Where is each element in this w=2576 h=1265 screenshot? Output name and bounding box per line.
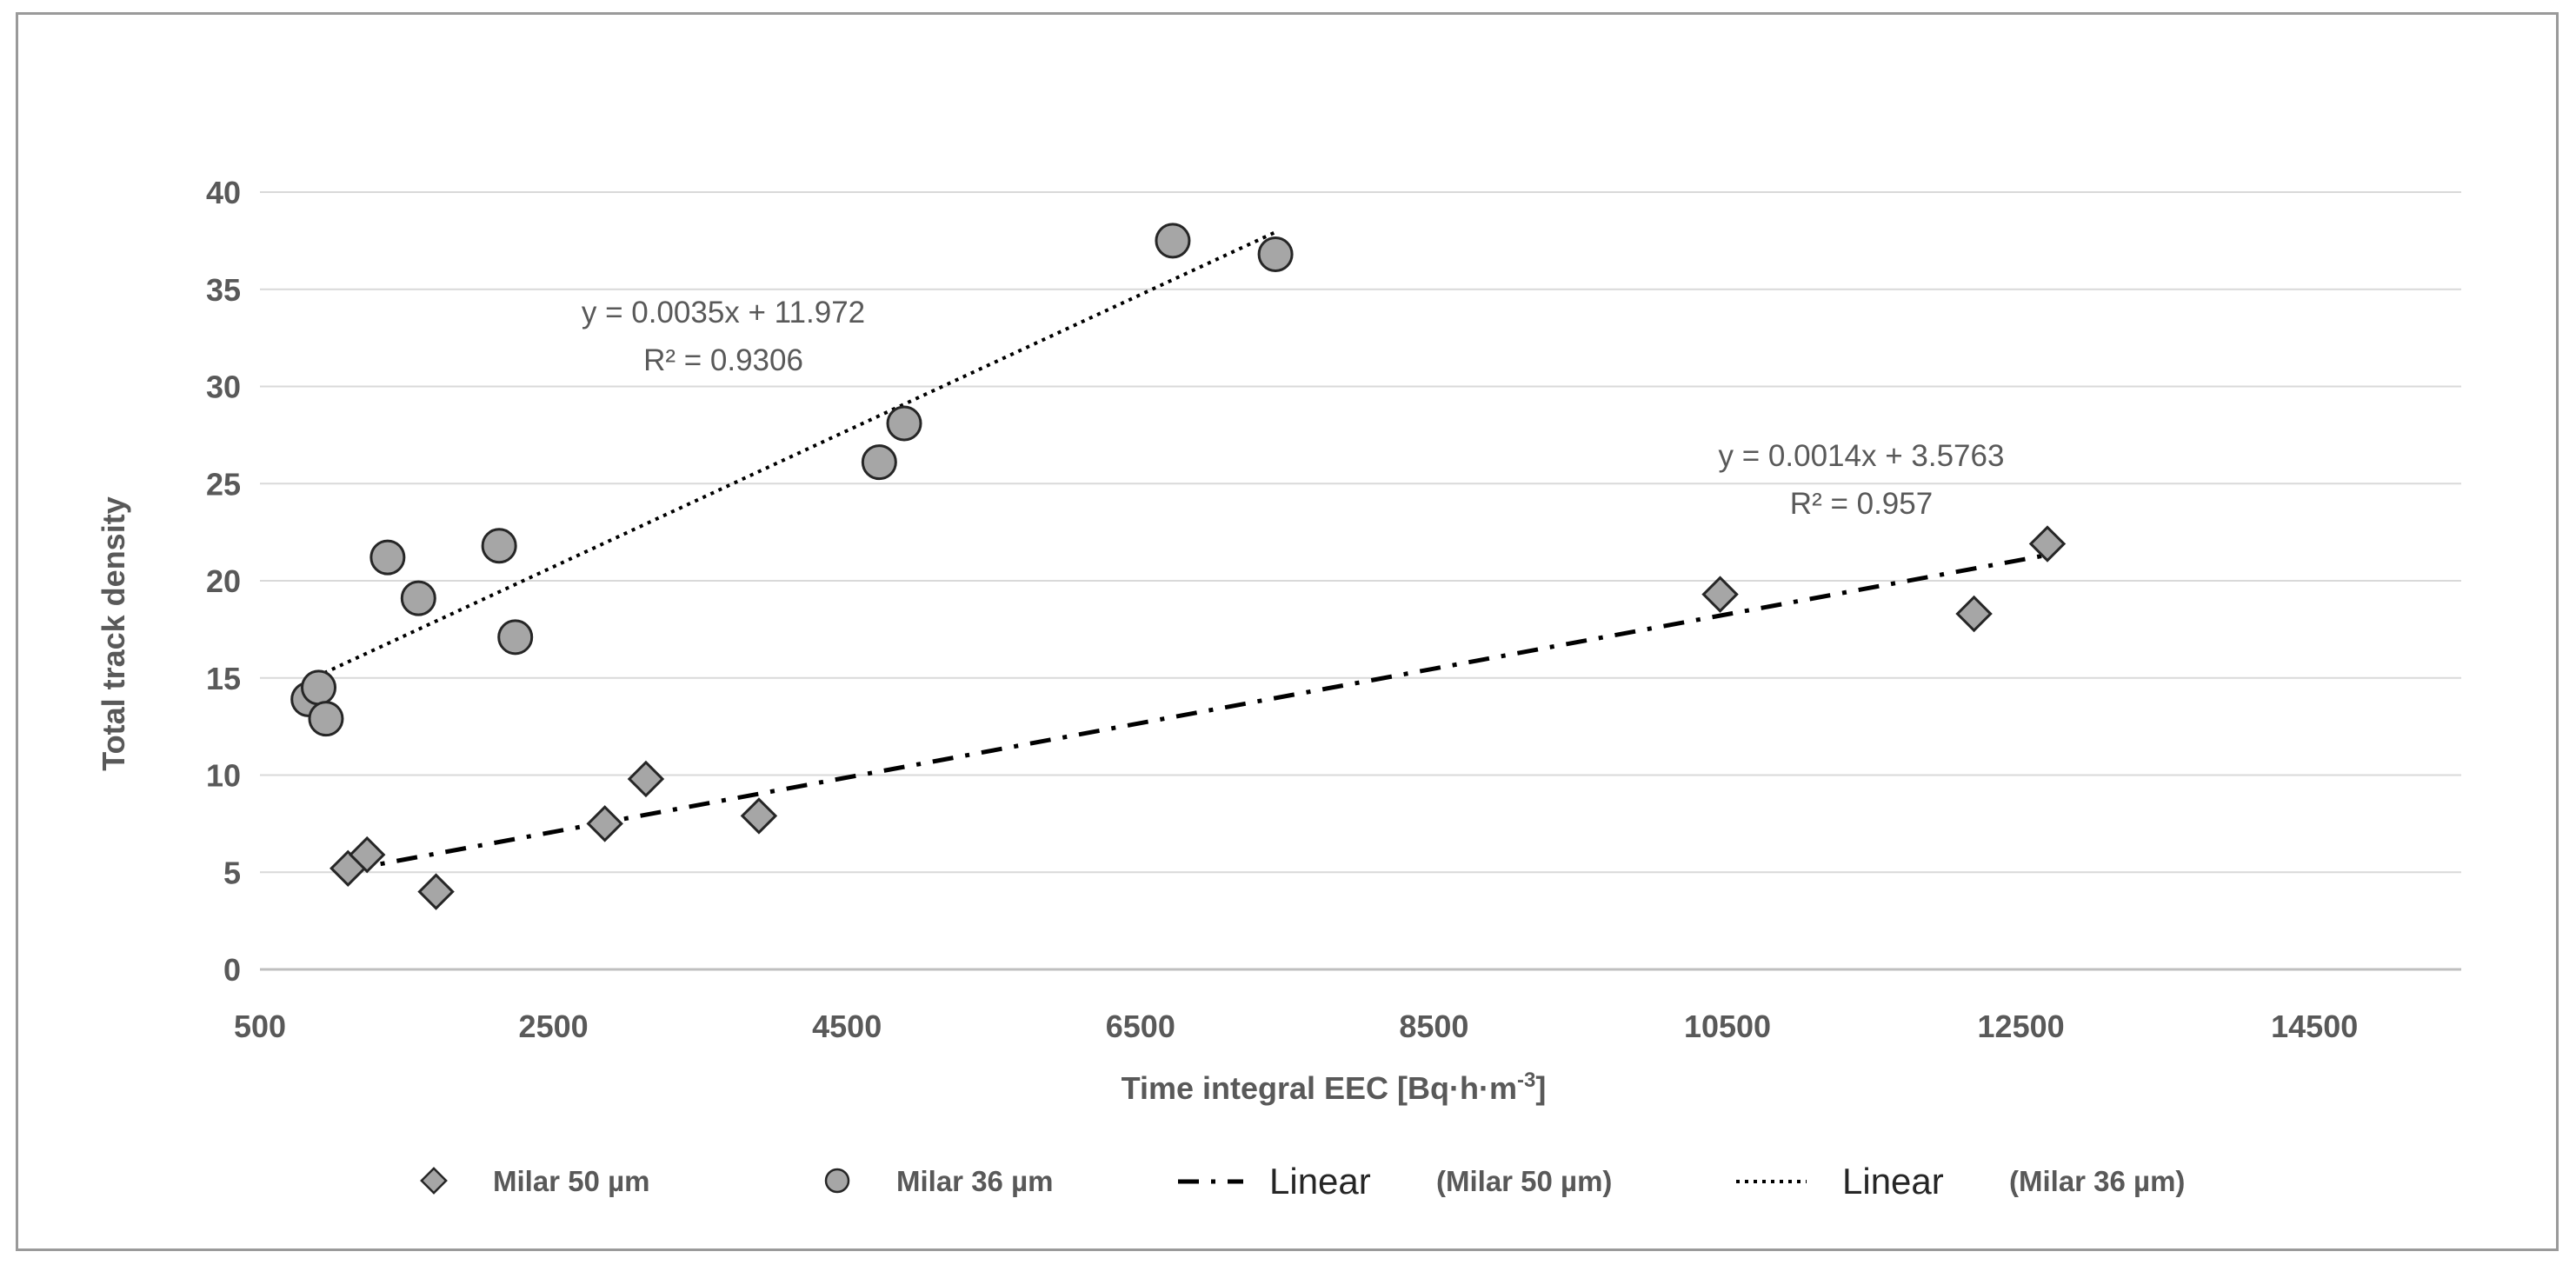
chart-frame: 0 5 10 15 20 25 30 35 40 500 2500 4500 6500 8500 10500… xyxy=(16,12,2559,1251)
trendline-50-r2: R² = 0.957 xyxy=(1790,487,1933,521)
point-milar36-8 xyxy=(886,405,922,442)
legend-circle-marker xyxy=(824,1168,850,1194)
legend-label-milar50: Milar 50 µm xyxy=(493,1165,649,1197)
y-tick-label-5: 5 xyxy=(223,855,241,890)
legend-label-linear36: (Milar 36 µm) xyxy=(2009,1165,2185,1197)
y-tick-label-30: 30 xyxy=(206,370,241,405)
point-milar36-4 xyxy=(400,580,436,616)
point-milar50-3 xyxy=(586,805,623,842)
trendlines xyxy=(307,230,2048,873)
point-milar50-4 xyxy=(627,760,665,798)
point-milar36-1 xyxy=(301,669,337,706)
trendline-50-equation: y = 0.0014x + 3.5763 xyxy=(1719,439,2005,473)
point-milar50-1 xyxy=(349,836,386,874)
point-milar36-3 xyxy=(369,539,406,576)
x-tick-label-6500: 6500 xyxy=(1106,1009,1175,1044)
legend-label-linear50: (Milar 50 µm) xyxy=(1436,1165,1612,1197)
y-tick-label-40: 40 xyxy=(206,175,241,210)
data-points xyxy=(290,223,2067,910)
point-milar50-7 xyxy=(1955,595,1993,633)
x-tick-label-12500: 12500 xyxy=(1978,1009,2065,1044)
trendline-milar50 xyxy=(347,552,2048,873)
y-tick-label-10: 10 xyxy=(206,758,241,794)
point-milar36-9 xyxy=(1155,223,1191,259)
point-milar36-6 xyxy=(497,619,534,656)
y-tick-label-25: 25 xyxy=(206,466,241,502)
chart-svg: 0 5 10 15 20 25 30 35 40 500 2500 4500 6500 8500 10500… xyxy=(96,175,2461,1202)
x-tick-label-2500: 2500 xyxy=(519,1009,589,1044)
legend-label-milar36: Milar 36 µm xyxy=(896,1165,1053,1197)
legend-linear-prefix-50: Linear xyxy=(1269,1161,1371,1202)
point-milar36-7 xyxy=(861,444,897,481)
point-milar50-2 xyxy=(417,873,455,910)
trendline-36-equation: y = 0.0035x + 11.972 xyxy=(582,296,865,330)
point-milar36-5 xyxy=(481,528,517,564)
legend-diamond-marker xyxy=(420,1167,448,1195)
tick-labels: 0 5 10 15 20 25 30 35 40 500 2500 4500 6500 8500 10500… xyxy=(206,175,2358,1044)
x-tick-label-8500: 8500 xyxy=(1399,1009,1468,1044)
y-axis-title: Total track density xyxy=(96,496,131,770)
x-axis-title: Time integral EEC [Bq·h·m-3] xyxy=(1122,1069,1547,1106)
trendline-36-r2: R² = 0.9306 xyxy=(643,343,803,377)
legend-linear-prefix-36: Linear xyxy=(1842,1161,1944,1202)
y-tick-label-35: 35 xyxy=(206,272,241,308)
gridlines xyxy=(260,191,2461,971)
point-milar36-10 xyxy=(1257,236,1294,273)
point-milar50-8 xyxy=(2028,525,2067,563)
x-tick-label-10500: 10500 xyxy=(1684,1009,1771,1044)
point-milar50-5 xyxy=(740,797,778,835)
point-milar50-6 xyxy=(1701,576,1739,613)
x-tick-label-4500: 4500 xyxy=(812,1009,882,1044)
x-tick-label-500: 500 xyxy=(234,1009,286,1044)
legend: Milar 50 µm Milar 36 µm Linear (Milar 50… xyxy=(420,1161,2185,1202)
trendline-milar36 xyxy=(307,230,1276,682)
x-tick-label-14500: 14500 xyxy=(2271,1009,2358,1044)
y-tick-label-20: 20 xyxy=(206,563,241,599)
point-milar36-2 xyxy=(308,701,344,737)
y-tick-label-0: 0 xyxy=(223,952,241,988)
y-tick-label-15: 15 xyxy=(206,661,241,696)
